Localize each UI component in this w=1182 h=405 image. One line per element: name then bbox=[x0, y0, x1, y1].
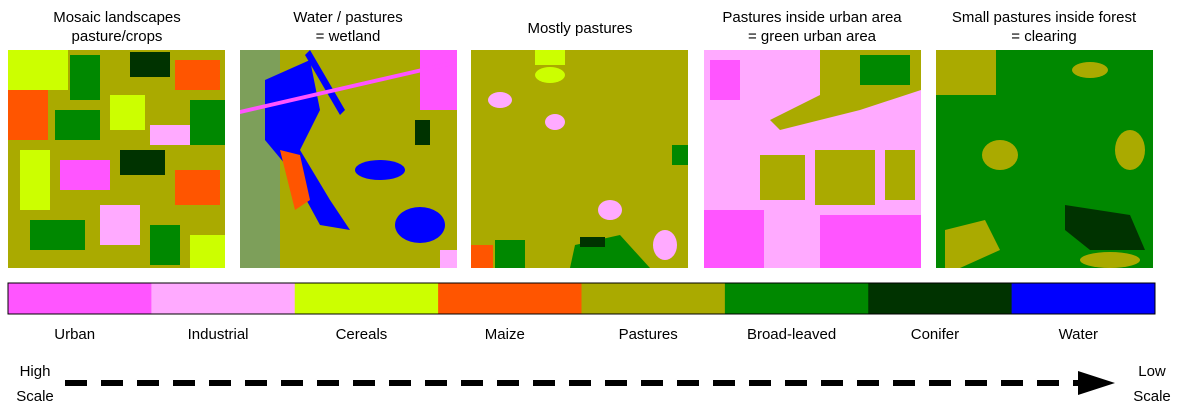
arrow-head bbox=[1078, 371, 1115, 395]
caption: Mostly pastures bbox=[527, 20, 632, 37]
caption: = wetland bbox=[316, 28, 381, 45]
caption: Mosaic landscapes bbox=[53, 9, 181, 26]
legend-swatch bbox=[438, 283, 582, 314]
legend-swatch bbox=[294, 283, 439, 314]
map-panel bbox=[936, 50, 1153, 268]
caption: Water / pastures bbox=[293, 9, 402, 26]
legend-swatch bbox=[581, 283, 726, 314]
legend-label: Industrial bbox=[188, 326, 249, 343]
legend-label: Cereals bbox=[336, 326, 388, 343]
legend-label: Urban bbox=[54, 326, 95, 343]
legend-swatch bbox=[868, 283, 1013, 314]
map-panel bbox=[240, 50, 457, 268]
caption: Small pastures inside forest bbox=[952, 9, 1137, 26]
legend-border bbox=[7, 282, 1156, 315]
arrow-label: Scale bbox=[16, 388, 54, 405]
legend-label: Maize bbox=[485, 326, 525, 343]
legend: Urban Industrial Cereals Maize Pastures Broad… bbox=[8, 283, 1156, 343]
legend-swatch bbox=[724, 283, 869, 314]
arrow-label: Low bbox=[1138, 363, 1166, 380]
map-panel bbox=[8, 50, 225, 268]
legend-label: Water bbox=[1059, 326, 1098, 343]
caption: Pastures inside urban area bbox=[722, 9, 902, 26]
arrow-label: Scale bbox=[1133, 388, 1171, 405]
caption: = clearing bbox=[1011, 28, 1076, 45]
legend-swatch bbox=[8, 283, 152, 314]
legend-label: Conifer bbox=[911, 326, 959, 343]
arrow-label: High bbox=[20, 363, 51, 380]
map-panel bbox=[704, 50, 921, 268]
caption: pasture/crops bbox=[72, 28, 163, 45]
legend-swatch bbox=[151, 283, 296, 314]
map-panel bbox=[471, 50, 688, 268]
legend-label: Pastures bbox=[619, 326, 678, 343]
legend-swatch bbox=[1011, 283, 1156, 314]
legend-label: Broad-leaved bbox=[747, 326, 836, 343]
caption: = green urban area bbox=[748, 28, 877, 45]
